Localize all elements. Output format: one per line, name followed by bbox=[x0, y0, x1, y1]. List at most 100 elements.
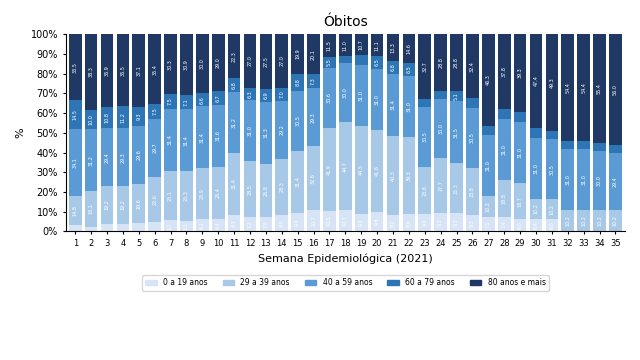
Bar bbox=[196, 34, 209, 94]
Text: 25.3: 25.3 bbox=[454, 183, 459, 194]
Text: 26.8: 26.8 bbox=[264, 185, 268, 195]
Text: 5.1: 5.1 bbox=[454, 92, 459, 100]
Text: 31.0: 31.0 bbox=[406, 101, 412, 112]
Bar bbox=[577, 230, 590, 231]
Text: 31.0: 31.0 bbox=[374, 94, 380, 105]
Bar bbox=[69, 129, 81, 196]
Bar bbox=[196, 168, 209, 219]
Text: 29.3: 29.3 bbox=[311, 112, 316, 122]
Text: 19.2: 19.2 bbox=[120, 199, 125, 210]
Text: 10.7: 10.7 bbox=[311, 215, 316, 226]
Bar bbox=[514, 34, 527, 112]
Bar bbox=[291, 34, 304, 73]
Bar bbox=[275, 101, 288, 159]
Bar bbox=[593, 230, 606, 231]
Text: 22.3: 22.3 bbox=[232, 51, 237, 62]
Bar bbox=[180, 109, 193, 171]
Bar bbox=[435, 34, 447, 91]
Text: 55.4: 55.4 bbox=[597, 84, 602, 94]
Bar bbox=[132, 126, 145, 184]
Bar bbox=[180, 95, 193, 109]
Text: 6.5: 6.5 bbox=[374, 59, 380, 67]
Text: 6.8: 6.8 bbox=[232, 81, 237, 89]
Bar bbox=[530, 138, 542, 199]
Text: 7.1: 7.1 bbox=[184, 98, 189, 106]
Text: 30.3: 30.3 bbox=[168, 59, 173, 69]
Bar bbox=[339, 34, 352, 56]
Text: 28.8: 28.8 bbox=[454, 57, 459, 68]
Text: 19.9: 19.9 bbox=[295, 49, 300, 59]
Text: 10.2: 10.2 bbox=[581, 215, 586, 226]
Text: 33.5: 33.5 bbox=[73, 62, 77, 73]
Text: 7.5: 7.5 bbox=[486, 220, 491, 228]
Bar bbox=[323, 68, 336, 128]
Text: 18.8: 18.8 bbox=[502, 193, 507, 204]
Bar bbox=[466, 98, 479, 108]
Text: 30.5: 30.5 bbox=[470, 132, 475, 144]
Bar bbox=[371, 69, 383, 130]
Text: 6.4: 6.4 bbox=[216, 221, 221, 229]
Text: 7.4: 7.4 bbox=[502, 220, 507, 228]
Text: 10.7: 10.7 bbox=[359, 40, 364, 50]
Bar bbox=[466, 34, 479, 98]
Text: 28.3: 28.3 bbox=[279, 181, 284, 192]
Text: 37.8: 37.8 bbox=[502, 66, 507, 77]
Text: 9.0: 9.0 bbox=[422, 219, 428, 226]
Text: 10.2: 10.2 bbox=[565, 215, 570, 226]
Bar bbox=[164, 34, 177, 94]
Text: 56.0: 56.0 bbox=[613, 84, 618, 95]
Text: 25.9: 25.9 bbox=[200, 188, 205, 199]
Text: 14.5: 14.5 bbox=[73, 109, 77, 120]
Text: 31.0: 31.0 bbox=[518, 147, 523, 158]
Text: 31.0: 31.0 bbox=[359, 90, 364, 101]
Text: 31.4: 31.4 bbox=[232, 179, 237, 189]
Bar bbox=[196, 107, 209, 168]
Bar bbox=[132, 184, 145, 222]
Bar bbox=[84, 34, 97, 110]
Bar bbox=[577, 141, 590, 149]
Bar bbox=[577, 211, 590, 230]
Bar bbox=[387, 60, 399, 74]
Text: 6.3: 6.3 bbox=[248, 90, 253, 98]
Bar bbox=[482, 217, 495, 231]
Text: 32.6: 32.6 bbox=[311, 173, 316, 184]
Text: 10.2: 10.2 bbox=[613, 215, 618, 226]
Text: 31.0: 31.0 bbox=[486, 161, 491, 171]
Bar bbox=[164, 109, 177, 171]
Text: 13.3: 13.3 bbox=[390, 42, 396, 53]
Text: 31.5: 31.5 bbox=[454, 127, 459, 138]
Bar bbox=[371, 56, 383, 69]
Bar bbox=[260, 34, 272, 89]
Bar bbox=[180, 171, 193, 221]
Bar bbox=[355, 65, 367, 126]
Bar bbox=[148, 34, 161, 104]
Text: 10.2: 10.2 bbox=[597, 215, 602, 226]
Bar bbox=[530, 34, 542, 128]
Bar bbox=[69, 100, 81, 129]
Bar bbox=[84, 130, 97, 191]
Bar bbox=[545, 131, 558, 139]
Text: 29.0: 29.0 bbox=[216, 58, 221, 68]
Bar bbox=[482, 135, 495, 197]
Text: 28.8: 28.8 bbox=[438, 57, 443, 68]
Bar bbox=[577, 34, 590, 141]
Bar bbox=[609, 153, 622, 211]
Bar bbox=[148, 177, 161, 222]
Bar bbox=[561, 211, 574, 230]
Bar bbox=[116, 224, 129, 231]
Bar bbox=[435, 99, 447, 158]
Bar bbox=[419, 99, 431, 107]
Text: 31.2: 31.2 bbox=[232, 117, 237, 128]
Bar bbox=[561, 230, 574, 231]
Bar bbox=[307, 210, 320, 231]
Bar bbox=[355, 126, 367, 213]
Text: 23.8: 23.8 bbox=[422, 185, 428, 195]
Text: 27.0: 27.0 bbox=[279, 55, 284, 66]
Bar bbox=[212, 219, 225, 231]
Bar bbox=[435, 213, 447, 231]
Text: 40.3: 40.3 bbox=[390, 170, 396, 181]
Bar bbox=[100, 34, 113, 107]
Bar bbox=[164, 171, 177, 220]
Bar bbox=[307, 88, 320, 146]
Bar bbox=[180, 221, 193, 231]
